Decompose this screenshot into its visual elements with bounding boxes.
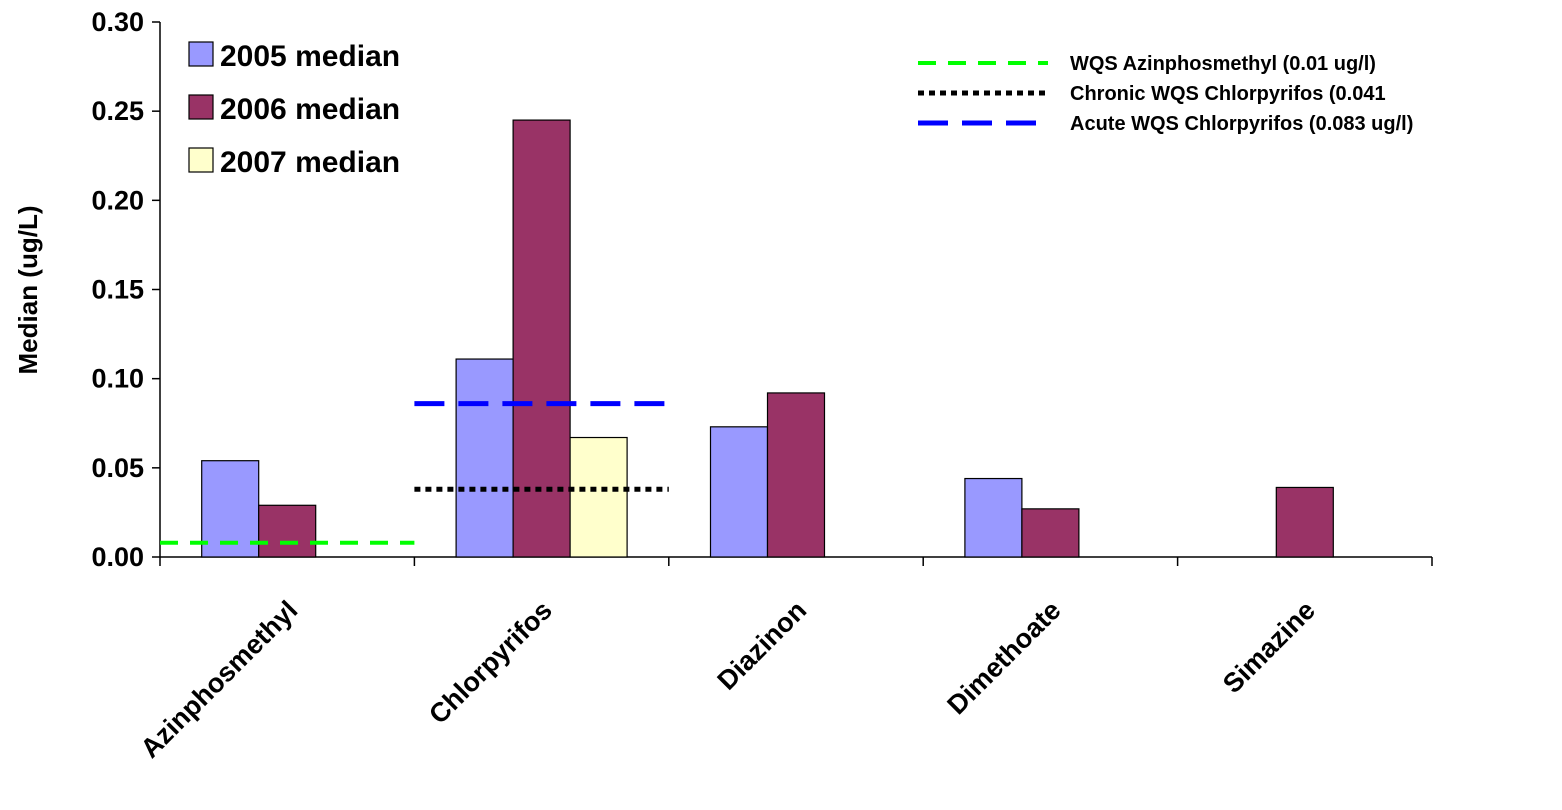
y-tick-label: 0.30: [91, 7, 144, 37]
legend-swatch: [188, 147, 214, 173]
bar: [569, 436, 628, 558]
bar: [455, 358, 514, 558]
bar: [258, 504, 317, 558]
bar: [1021, 508, 1080, 558]
x-category-label: Chlorpyrifos: [423, 595, 558, 730]
legend-label: 2007 median: [220, 146, 400, 179]
legend-label: 2005 median: [220, 40, 400, 73]
x-category-labels: Azinphosmethyl Chlorpyrifos Diazinon Dimeth…: [135, 595, 1321, 764]
x-category-label: Dimethoate: [941, 595, 1066, 720]
legend-lines: WQS Azinphosmethyl (0.01 ug/l) Chronic WQ…: [918, 53, 1413, 135]
legend-line-label: Acute WQS Chlorpyrifos (0.083 ug/l): [1070, 113, 1413, 135]
x-category-label: Azinphosmethyl: [135, 595, 304, 764]
legend-swatch: [188, 94, 214, 120]
y-tick-label: 0.00: [91, 542, 144, 572]
y-axis-label: Median (ug/L): [13, 206, 43, 375]
legend-label: 2006 median: [220, 93, 400, 126]
x-category-label: Diazinon: [711, 595, 812, 696]
legend-line-label: WQS Azinphosmethyl (0.01 ug/l): [1070, 53, 1376, 75]
bar: [709, 426, 769, 558]
y-tick-label: 0.25: [91, 96, 144, 126]
y-tick-label: 0.05: [91, 453, 144, 483]
legend-bars: 2005 median 2006 median 2007 median: [188, 40, 400, 179]
y-tick-label: 0.10: [91, 364, 144, 394]
y-tick-label: 0.20: [91, 185, 144, 215]
reference-lines: [160, 401, 669, 545]
bar: [964, 477, 1023, 558]
legend-line-label: Chronic WQS Chlorpyrifos (0.041: [1070, 83, 1386, 105]
x-category-label: Simazine: [1217, 595, 1321, 699]
bar: [766, 392, 826, 558]
legend-swatch: [188, 41, 214, 67]
y-ticks: 0.00 0.05 0.10 0.15 0.20 0.25 0.30: [91, 7, 160, 572]
y-tick-label: 0.15: [91, 275, 144, 305]
bar: [512, 119, 571, 558]
bar: [1275, 486, 1334, 558]
bars: [201, 119, 1334, 558]
